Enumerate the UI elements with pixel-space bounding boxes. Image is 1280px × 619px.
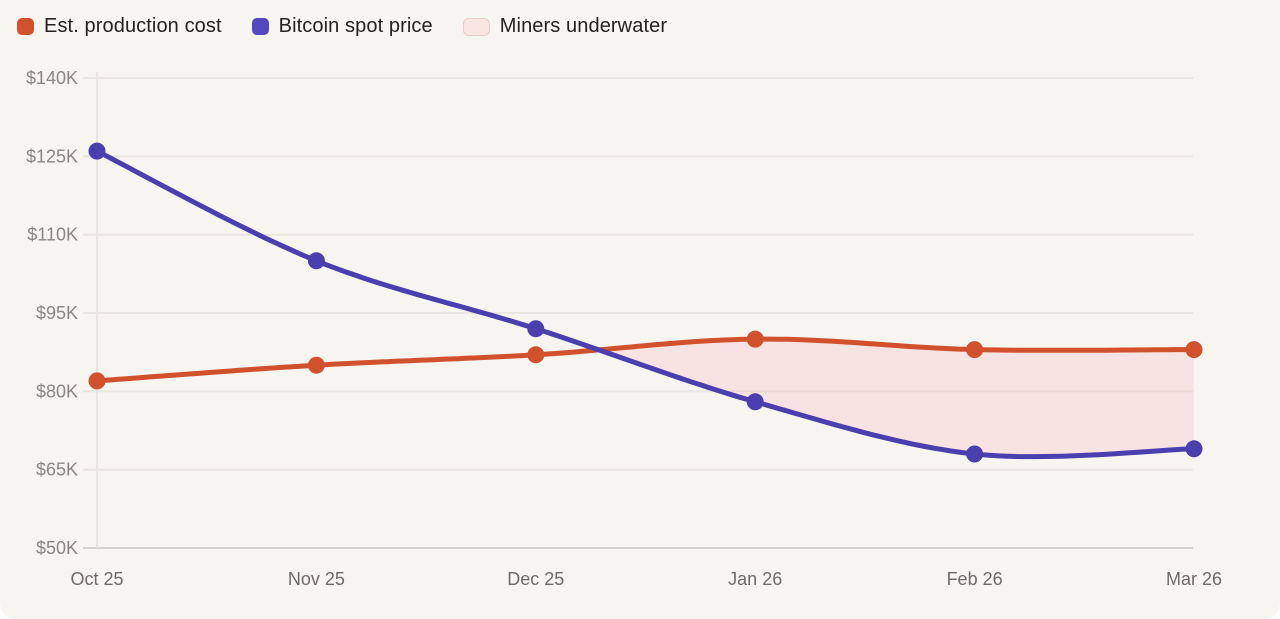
x-axis-label: Dec 25 [507, 569, 564, 589]
spot-price-line [94, 148, 1197, 460]
data-point-spot-price[interactable] [1185, 440, 1203, 458]
data-point-production-cost[interactable] [88, 372, 106, 390]
legend-label-miners-underwater: Miners underwater [499, 15, 668, 37]
legend-label-spot-price: Bitcoin spot price [278, 15, 433, 37]
miners-underwater-swatch-icon [462, 17, 490, 36]
miners-underwater-area [598, 339, 1194, 457]
data-point-production-cost[interactable] [966, 341, 984, 359]
data-point-production-cost[interactable] [746, 330, 764, 348]
y-axis-label: $65K [36, 460, 78, 480]
production-cost-swatch-icon [17, 18, 34, 35]
y-axis-label: $50K [36, 538, 78, 558]
data-point-spot-price[interactable] [88, 142, 106, 160]
legend-item-spot-price[interactable]: Bitcoin spot price [251, 15, 433, 38]
legend-item-miners-underwater[interactable]: Miners underwater [462, 15, 668, 38]
x-axis-label: Jan 26 [728, 569, 782, 589]
data-point-production-cost[interactable] [1185, 341, 1203, 359]
x-axis-label: Oct 25 [70, 569, 123, 589]
data-point-spot-price[interactable] [746, 393, 764, 411]
x-axis-label: Mar 26 [1166, 569, 1222, 589]
data-point-production-cost[interactable] [307, 356, 325, 374]
x-axis-label: Feb 26 [947, 569, 1003, 589]
y-axis-label: $110K [27, 225, 78, 245]
chart-legend: Est. production cost Bitcoin spot price … [17, 15, 667, 38]
production-cost-line [94, 336, 1197, 384]
y-axis-label: $140K [26, 68, 78, 88]
data-point-production-cost[interactable] [527, 346, 545, 364]
legend-item-production-cost[interactable]: Est. production cost [17, 15, 222, 38]
x-axis-label: Nov 25 [288, 569, 345, 589]
y-axis-label: $80K [36, 381, 78, 401]
data-point-spot-price[interactable] [966, 445, 984, 463]
legend-label-production-cost: Est. production cost [44, 15, 222, 37]
data-point-spot-price[interactable] [307, 252, 325, 270]
data-point-spot-price[interactable] [527, 320, 545, 338]
y-axis-label: $125K [26, 146, 78, 166]
y-axis-label: $95K [36, 303, 78, 323]
spot-price-swatch-icon [251, 18, 269, 35]
